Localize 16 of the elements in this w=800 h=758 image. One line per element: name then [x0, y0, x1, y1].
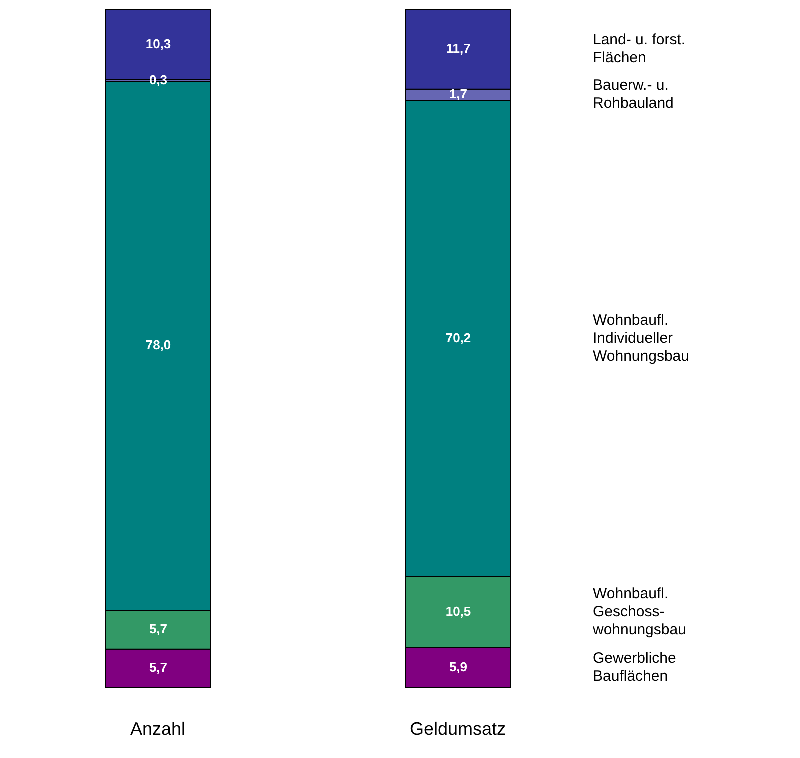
data-label: 5,7 [149, 660, 168, 676]
text: Gewerbliche Bauflächen [593, 650, 676, 685]
text: Wohnbaufl. Individueller Wohnungsbau [593, 312, 690, 365]
data-label: 10,5 [446, 604, 472, 619]
text: Bauerw.- u. Rohbauland [593, 77, 674, 112]
data-label: 5,7 [149, 621, 168, 636]
data-label: 5,9 [449, 659, 468, 674]
data-label: 11,7 [446, 41, 471, 56]
data-label: 1,7 [449, 86, 468, 102]
text: Land- u. forst. Flächen [593, 32, 686, 67]
data-label: 78,0 [146, 338, 172, 353]
x-tick-label: Geldumsatz [410, 718, 506, 739]
x-tick-label: Anzahl [130, 718, 186, 739]
data-label: 70,2 [446, 330, 472, 346]
text: Wohnbaufl. Geschoss-wohnungsbau [592, 585, 686, 638]
data-label: 10,3 [146, 36, 172, 52]
